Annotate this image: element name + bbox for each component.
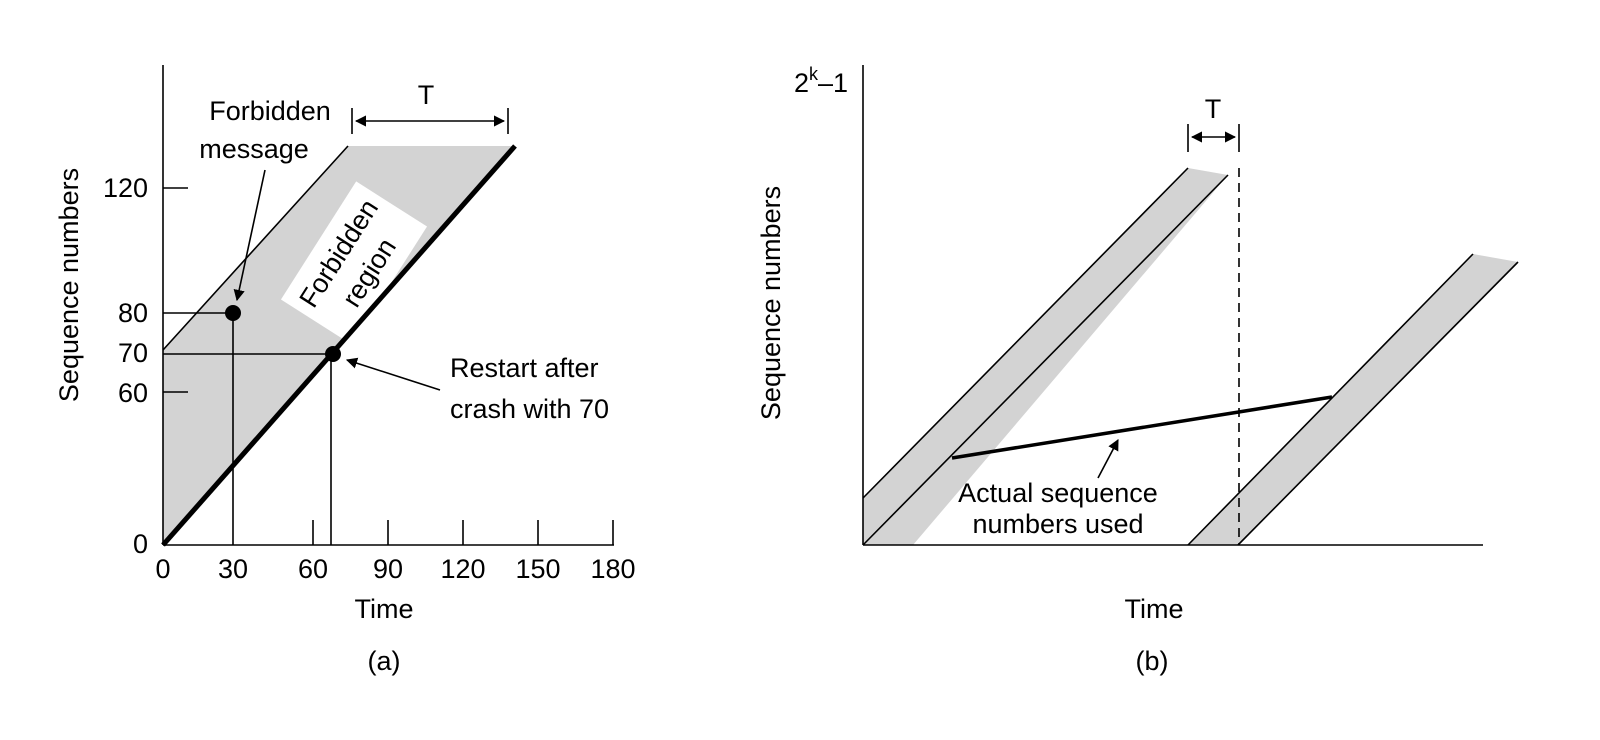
t-label-b: T — [1205, 94, 1222, 124]
ymax-label: 2k–1 — [794, 64, 848, 98]
t-label-a: T — [418, 80, 435, 110]
band-1-lower — [862, 174, 1229, 546]
band-2 — [1188, 254, 1518, 545]
caption-b: (b) — [1136, 646, 1169, 676]
y-tick-label-60: 60 — [118, 378, 148, 408]
x-tick-label-150: 150 — [515, 554, 560, 584]
restart-point — [325, 346, 341, 362]
sequence-line-thick — [161, 144, 517, 547]
y-tick-label-120: 120 — [103, 173, 148, 203]
panel-b: T 2k–1 Actual sequence numbers used Time… — [756, 64, 1519, 676]
restart-label-2: crash with 70 — [450, 394, 609, 424]
x-tick-label-60: 60 — [298, 554, 328, 584]
upper-boundary-line — [162, 145, 349, 351]
actual-sequence-arrow — [1097, 439, 1119, 479]
forbidden-message-label-1: Forbidden — [209, 96, 331, 126]
band-2-lower — [1237, 261, 1519, 546]
band-2-upper — [1187, 253, 1474, 546]
x-tick-label-90: 90 — [373, 554, 403, 584]
restart-label-1: Restart after — [450, 353, 599, 383]
y-tick-label-80: 80 — [118, 298, 148, 328]
panel-a: Forbidden region T — [54, 65, 636, 676]
y-axis-label-a: Sequence numbers — [54, 168, 84, 402]
forbidden-message-point — [225, 305, 241, 321]
forbidden-message-label-2: message — [199, 134, 309, 164]
actual-sequence-line — [951, 395, 1333, 460]
y-tick-label-0: 0 — [133, 529, 148, 559]
restart-arrow — [345, 357, 441, 391]
y-tick-label-70: 70 — [118, 338, 148, 368]
forbidden-message-arrow — [233, 169, 266, 302]
x-axis-label-a: Time — [355, 594, 414, 624]
x-tick-label-120: 120 — [440, 554, 485, 584]
band-1-upper — [862, 167, 1189, 499]
y-axis-label-b: Sequence numbers — [756, 186, 786, 420]
x-tick-label-180: 180 — [590, 554, 635, 584]
x-tick-label-0: 0 — [155, 554, 170, 584]
band-1 — [863, 168, 1228, 545]
x-tick-label-30: 30 — [218, 554, 248, 584]
actual-label-2: numbers used — [972, 509, 1143, 539]
x-axis-label-b: Time — [1125, 594, 1184, 624]
actual-label-1: Actual sequence — [958, 478, 1158, 508]
caption-a: (a) — [368, 646, 401, 676]
